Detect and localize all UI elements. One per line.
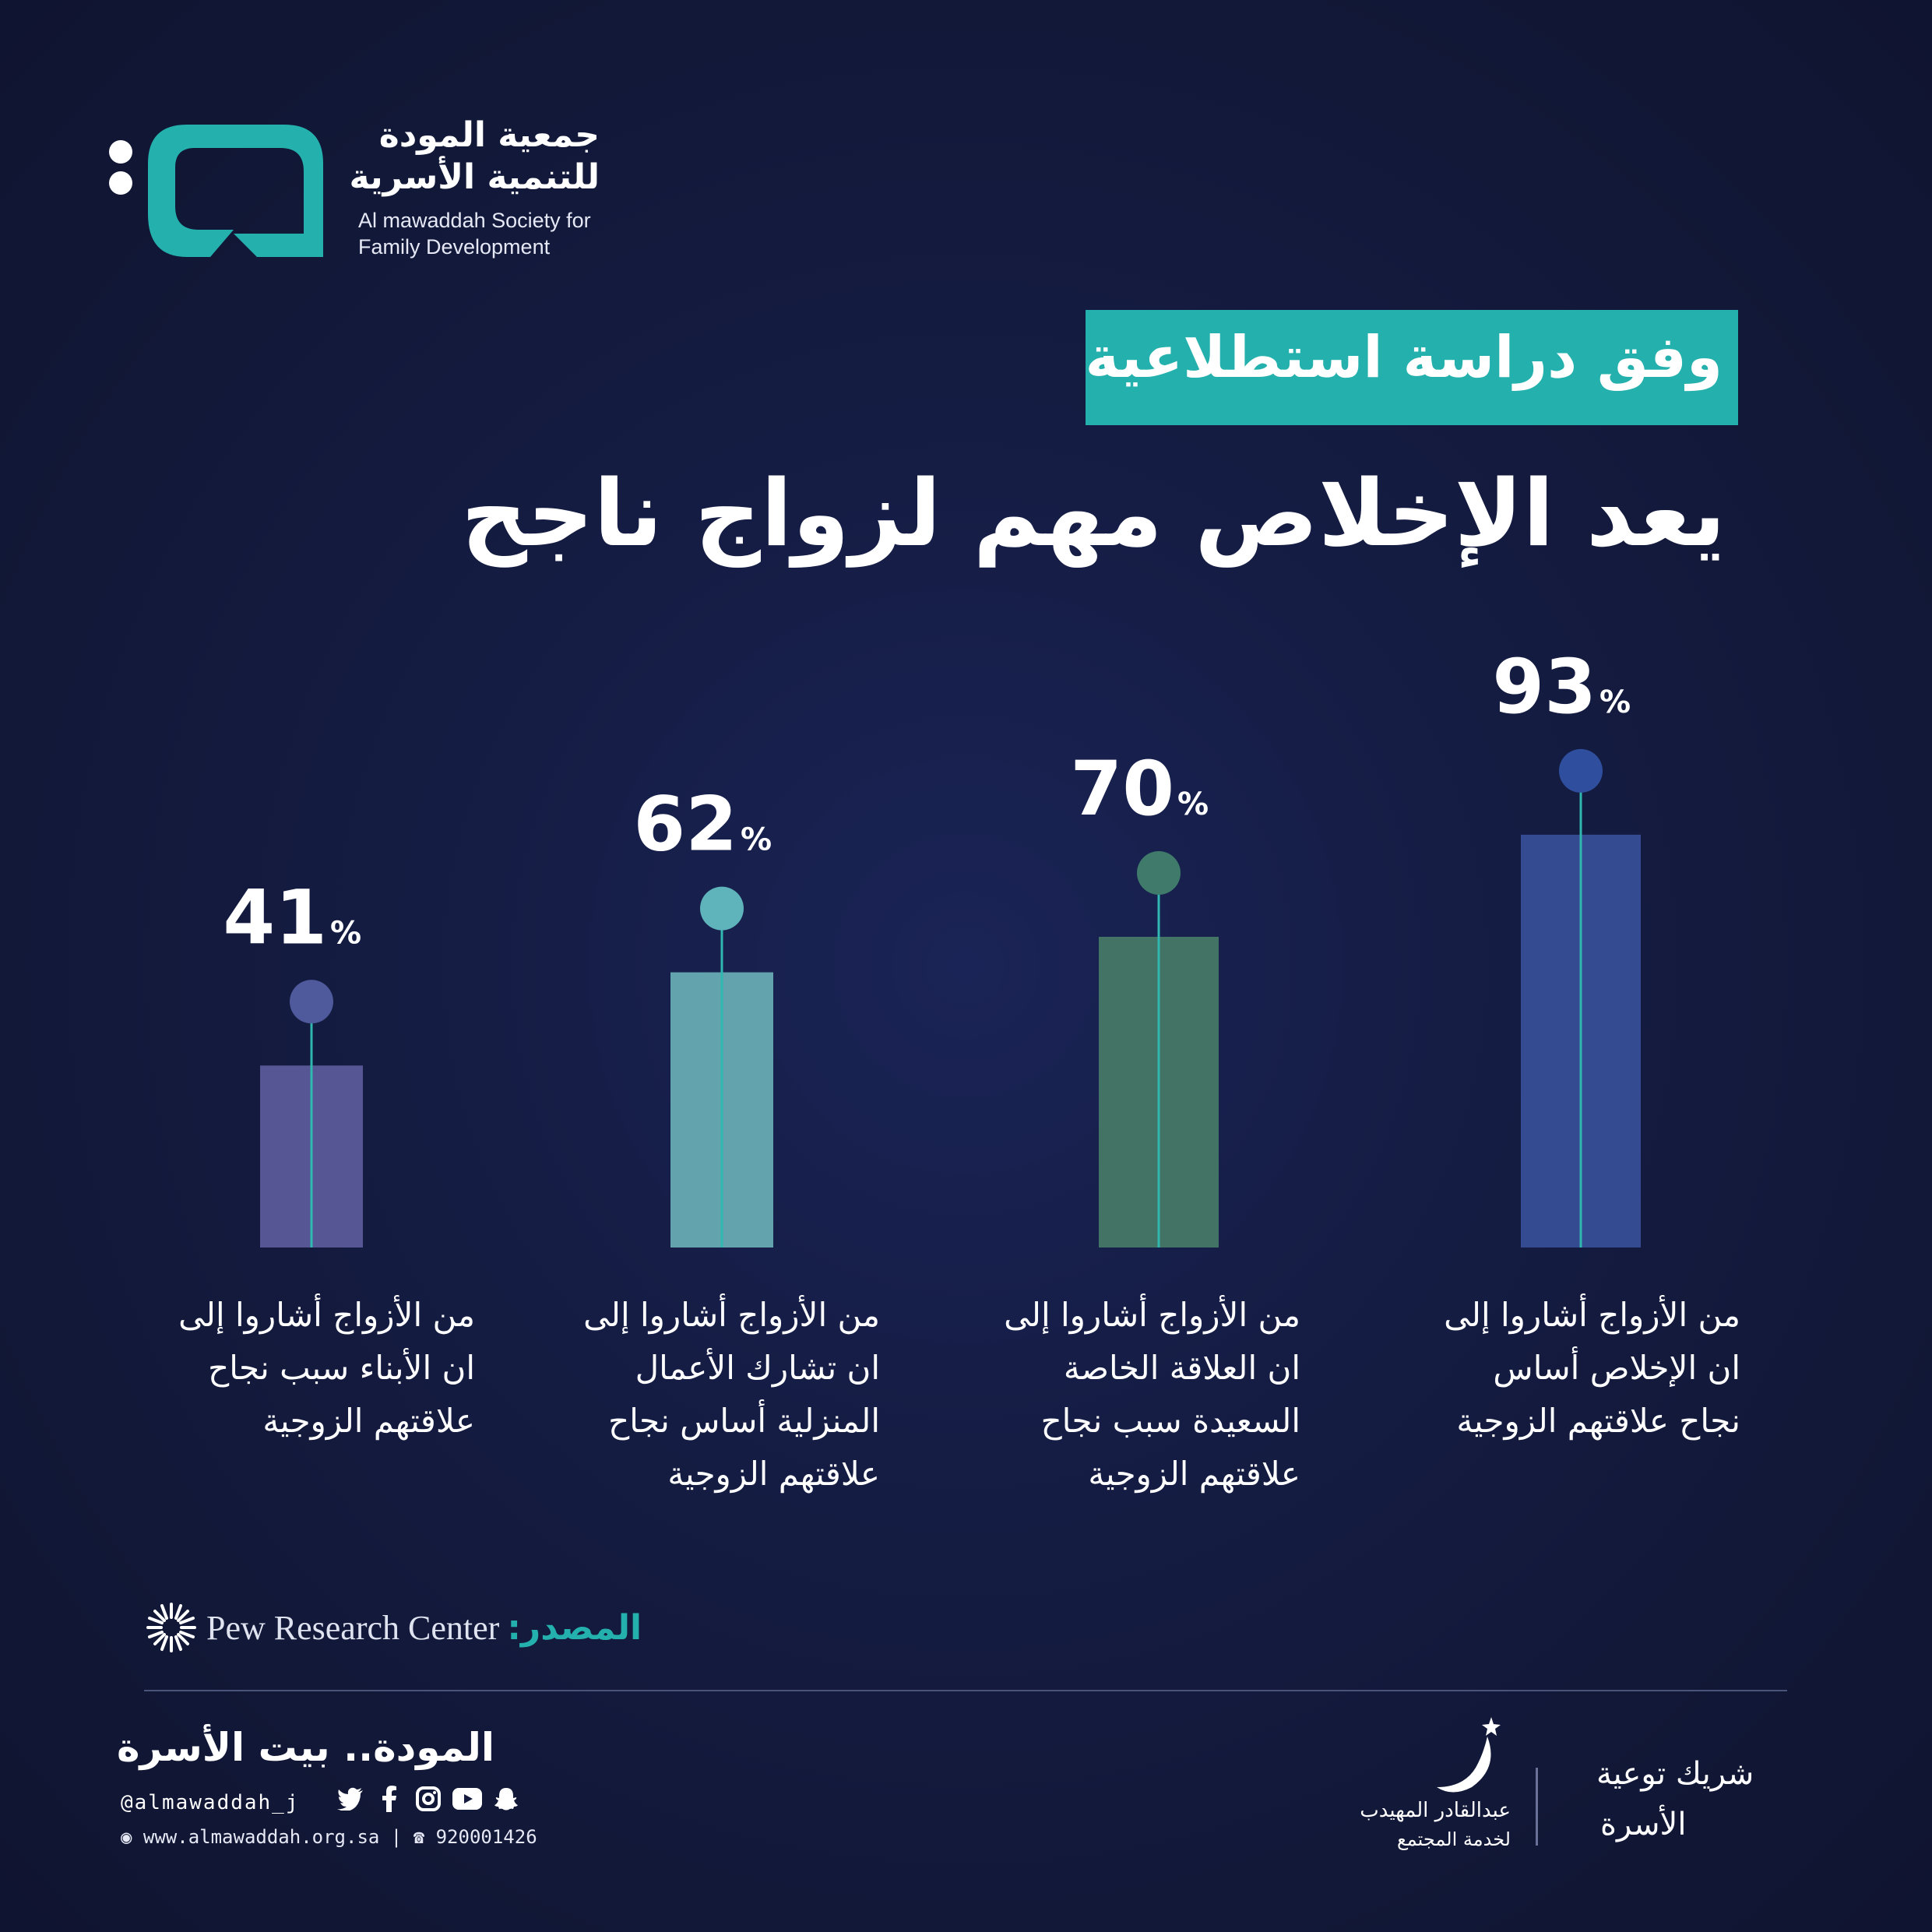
bar-2-dot: [700, 886, 744, 931]
source-name: Pew Research Center: [206, 1608, 500, 1647]
bar-4-value-label: 93: [1492, 643, 1596, 730]
bar-4-unit-label: %: [1599, 684, 1631, 720]
partner-name: عبدالقادر المهيدب: [1360, 1799, 1511, 1822]
partner-caption-line1: شريك توعية: [1596, 1756, 1754, 1792]
partner-logo: عبدالقادر المهيدب لخدمة المجتمع: [1332, 1713, 1511, 1853]
partner-subtitle: لخدمة المجتمع: [1397, 1828, 1511, 1850]
bar-3-value-label: 70: [1070, 745, 1174, 832]
bar-3-desc-line: السعيدة سبب نجاح: [1040, 1402, 1300, 1440]
source-citation: Pew Research Center المصدر:: [144, 1600, 642, 1655]
bar-3-desc-line: ان العلاقة الخاصة: [1063, 1349, 1300, 1387]
footer-divider: [144, 1690, 1787, 1691]
partner-caption-line2: الأسرة: [1600, 1807, 1687, 1842]
logo-mark-icon: [148, 125, 323, 257]
bar-4-description: من الأزواج أشاروا إلى ان الإخلاص أساس نج…: [1413, 1289, 1740, 1448]
phone-icon: ☎: [413, 1826, 425, 1848]
bar-2-description: من الأزواج أشاروا إلى ان تشارك الأعمال ا…: [553, 1289, 880, 1501]
logo-dot-top: [109, 140, 132, 164]
bar-4-desc-line: من الأزواج أشاروا إلى: [1444, 1296, 1740, 1334]
bar-2-desc-line: من الأزواج أشاروا إلى: [583, 1296, 880, 1334]
bar-3-desc-line: علاقتهم الزوجية: [1088, 1455, 1300, 1493]
bar-3-dot: [1137, 851, 1181, 895]
bar-2-value-label: 62: [633, 781, 737, 868]
logo-name-en-line2: Family Development: [358, 235, 551, 259]
pew-sunburst-icon: [146, 1603, 196, 1652]
bar-2-desc-line: المنزلية أساس نجاح: [608, 1402, 880, 1440]
bar-1-dot: [290, 980, 333, 1024]
logo-name-ar-line2: للتنمية الأسرية: [349, 157, 600, 197]
website-link[interactable]: www.almawaddah.org.sa: [143, 1826, 380, 1848]
phone-number[interactable]: 920001426: [435, 1826, 537, 1848]
contact-row: ◉ www.almawaddah.org.sa | ☎ 920001426: [121, 1826, 537, 1848]
globe-icon: ◉: [121, 1826, 132, 1848]
bar-3-description: من الأزواج أشاروا إلى ان العلاقة الخاصة …: [973, 1289, 1300, 1501]
crescent-star-icon: [1437, 1717, 1501, 1793]
logo-name-en-line1: Al mawaddah Society for: [358, 209, 591, 232]
social-icons: [335, 1783, 522, 1814]
facebook-icon[interactable]: [374, 1783, 405, 1814]
separator: |: [390, 1826, 413, 1848]
bar-1-desc-line: ان الأبناء سبب نجاح: [208, 1349, 475, 1387]
footer-slogan: المودة.. بيت الأسرة: [117, 1725, 495, 1770]
bar-3-desc-line: من الأزواج أشاروا إلى: [1004, 1296, 1300, 1334]
bar-3-unit-label: %: [1177, 787, 1209, 822]
bar-2-unit-label: %: [741, 822, 772, 858]
bar-2-desc-line: ان تشارك الأعمال: [635, 1349, 880, 1387]
bar-1-desc-line: من الأزواج أشاروا إلى: [178, 1296, 475, 1334]
bar-1-description: من الأزواج أشاروا إلى ان الأبناء سبب نجا…: [148, 1289, 475, 1448]
bar-2-desc-line: علاقتهم الزوجية: [667, 1455, 880, 1493]
source-label: المصدر:: [507, 1607, 642, 1648]
bar-1-desc-line: علاقتهم الزوجية: [262, 1402, 475, 1440]
survey-badge-text: وفق دراسة استطلاعية: [1085, 324, 1723, 391]
bar-1-value-label: 41: [223, 874, 327, 961]
survey-badge: وفق دراسة استطلاعية: [1085, 310, 1738, 425]
bar-4-desc-line: ان الإخلاص أساس: [1493, 1349, 1740, 1387]
logo-dot-bottom: [109, 171, 132, 195]
twitter-icon[interactable]: [335, 1783, 366, 1814]
page-title: يعد الإخلاص مهم لزواج ناجح: [461, 459, 1726, 567]
partner-divider: [1536, 1768, 1538, 1846]
logo-name-ar-line1: جمعية المودة: [378, 115, 600, 155]
society-logo: جمعية المودة للتنمية الأسرية Al mawaddah…: [101, 115, 600, 273]
social-handle[interactable]: @almawaddah_j: [121, 1791, 300, 1814]
instagram-icon[interactable]: [413, 1783, 444, 1814]
bar-1-unit-label: %: [330, 915, 361, 951]
bar-4-desc-line: نجاح علاقتهم الزوجية: [1456, 1402, 1740, 1440]
youtube-icon[interactable]: [452, 1783, 483, 1814]
snapchat-icon[interactable]: [491, 1783, 522, 1814]
bar-4-dot: [1559, 748, 1603, 793]
